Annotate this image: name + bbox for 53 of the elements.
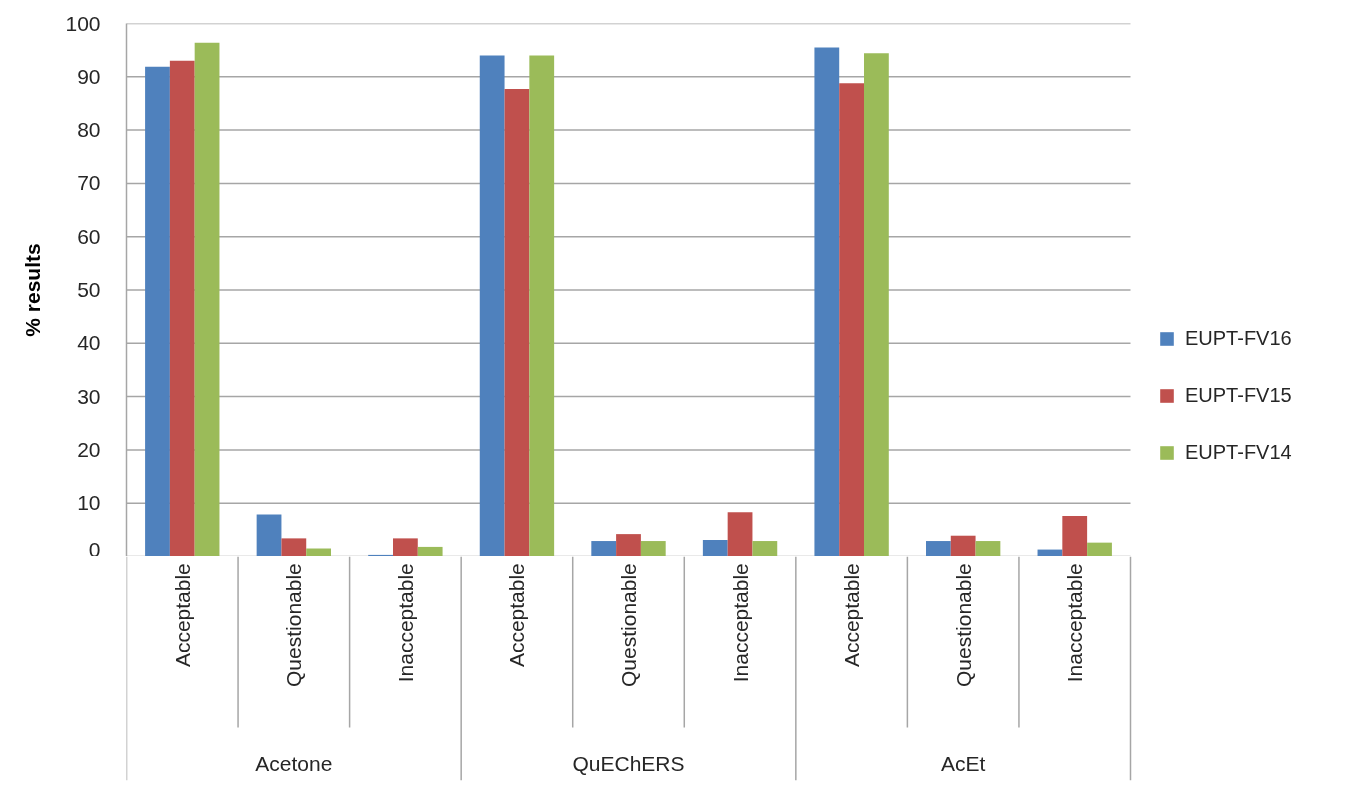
bar bbox=[702, 539, 728, 556]
bar bbox=[306, 548, 332, 556]
bar bbox=[169, 60, 195, 556]
bar bbox=[814, 47, 840, 556]
text: AcEt bbox=[940, 751, 986, 775]
bar bbox=[640, 541, 666, 556]
bar bbox=[417, 546, 443, 556]
x-tick-label: Inacceptable bbox=[393, 563, 417, 683]
y-tick-label: 100 bbox=[65, 11, 101, 35]
bar bbox=[616, 534, 641, 556]
bar bbox=[1062, 515, 1088, 556]
legend-label: EUPT-FV15 bbox=[1185, 384, 1292, 407]
bar bbox=[479, 55, 505, 556]
text: Acetone bbox=[255, 751, 333, 775]
legend-label: EUPT-FV16 bbox=[1185, 327, 1292, 350]
x-tick-label: Questionable bbox=[951, 563, 975, 687]
bar bbox=[281, 538, 307, 556]
y-tick-label: 80 bbox=[77, 118, 101, 142]
bar bbox=[529, 55, 555, 556]
x-tick-label: Acceptable bbox=[840, 563, 864, 668]
x-tick-label: Acceptable bbox=[170, 563, 194, 668]
y-tick-label: 70 bbox=[77, 171, 101, 195]
bar bbox=[591, 541, 617, 556]
y-tick-label: 50 bbox=[77, 278, 101, 301]
x-tick-label: Acceptable bbox=[505, 563, 529, 668]
x-tick-label: Questionable bbox=[617, 563, 640, 687]
y-tick-label: 0 bbox=[88, 537, 101, 561]
bar bbox=[727, 512, 753, 556]
bar bbox=[975, 541, 1001, 556]
y-tick-label: 60 bbox=[77, 224, 101, 248]
x-tick-label: Inacceptable bbox=[728, 563, 752, 683]
bar bbox=[392, 538, 418, 556]
x-tick-label: Inacceptable bbox=[1063, 563, 1087, 683]
bar bbox=[1087, 542, 1112, 556]
bar bbox=[256, 514, 282, 556]
bar bbox=[1037, 549, 1063, 556]
bar bbox=[925, 541, 951, 556]
text: QuEChERS bbox=[572, 751, 685, 775]
y-axis-title: % results bbox=[21, 243, 45, 337]
bar bbox=[864, 53, 889, 556]
y-tick-label: 90 bbox=[77, 64, 101, 88]
bar bbox=[950, 535, 976, 556]
y-tick-label: 40 bbox=[77, 331, 101, 355]
legend-label: EUPT-FV14 bbox=[1185, 441, 1292, 464]
bar bbox=[145, 66, 170, 556]
bar bbox=[194, 42, 220, 556]
x-tick-label: Questionable bbox=[282, 563, 306, 687]
y-tick-label: 10 bbox=[77, 491, 101, 515]
bar bbox=[839, 83, 865, 556]
y-tick-label: 30 bbox=[77, 384, 101, 408]
bar bbox=[504, 89, 530, 556]
bar bbox=[752, 541, 778, 556]
y-tick-label: 20 bbox=[77, 437, 101, 461]
